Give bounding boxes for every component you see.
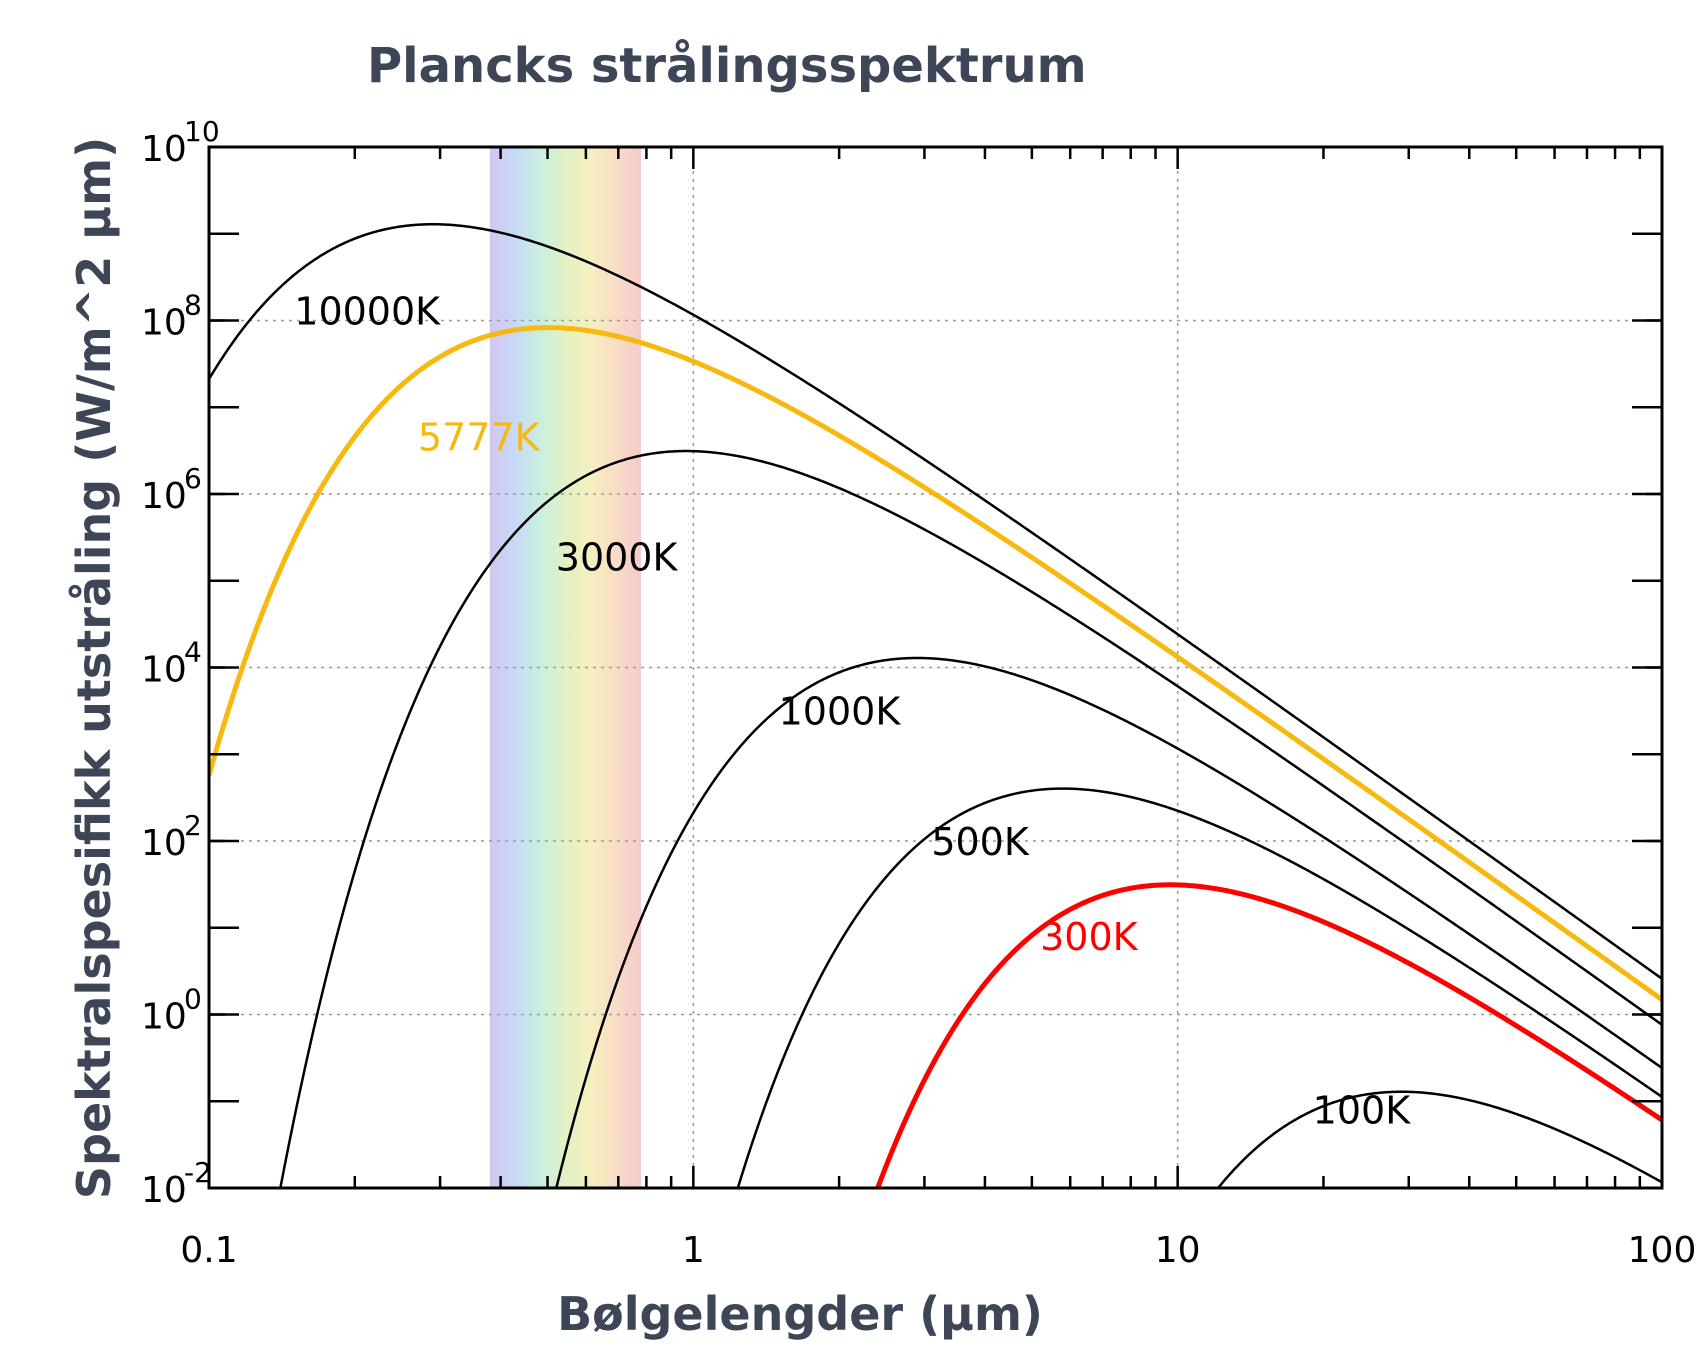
y-tick-label-base: 10: [141, 650, 187, 691]
curve-500K: [736, 787, 1662, 1188]
x-tick-label: 100: [1628, 1230, 1697, 1271]
curve-3000K: [279, 449, 1662, 1188]
y-tick-label: 100: [141, 983, 202, 1038]
y-axis-label: Spektralspesifikk utstråling (W/m^2 μm): [67, 137, 121, 1199]
series-label: 3000K: [556, 536, 679, 580]
y-tick-label-base: 10: [141, 476, 187, 517]
y-tick-label-exponent: 6: [184, 462, 202, 495]
curve-5777K: [209, 325, 1662, 1002]
y-tick-label: 108: [141, 289, 202, 344]
x-tick-label: 0.1: [180, 1230, 237, 1271]
curve-1000K: [555, 656, 1662, 1188]
y-tick-label-exponent: 0: [184, 983, 202, 1016]
series-label: 100K: [1313, 1089, 1412, 1133]
y-tick-label-exponent: 4: [184, 636, 202, 669]
curve-100K: [1216, 1090, 1662, 1188]
curves: [209, 223, 1662, 1188]
y-tick-label-exponent: 10: [184, 115, 220, 148]
series-label: 5777K: [418, 416, 541, 460]
y-tick-label: 102: [141, 809, 202, 864]
y-tick-label-exponent: -2: [184, 1156, 212, 1189]
y-tick-label-base: 10: [141, 997, 187, 1038]
series-label: 500K: [931, 820, 1030, 864]
x-tick-label: 10: [1155, 1230, 1201, 1271]
grid: [209, 147, 1662, 1188]
series-label: 1000K: [779, 689, 902, 733]
series-labels: 10000K 5777K 3000K 1000K 500K 300K 100K: [294, 290, 1411, 1133]
y-tick-label-exponent: 8: [184, 289, 202, 322]
y-tick-label-base: 10: [141, 303, 187, 344]
y-tick-label: 10-2: [141, 1156, 212, 1211]
x-tick-label: 1: [682, 1230, 705, 1271]
series-label: 10000K: [294, 290, 441, 334]
y-tick-label: 106: [141, 462, 202, 517]
x-tick-labels: 0.1 1 10 100: [180, 1230, 1696, 1271]
y-tick-label-exponent: 2: [184, 809, 202, 842]
x-axis-label: Bølgelengder (μm): [557, 1287, 1043, 1341]
y-tick-label-base: 10: [141, 1170, 187, 1211]
y-tick-label-base: 10: [141, 129, 187, 170]
plot-frame: [207, 145, 1664, 1190]
chart-title: Plancks strålingsspektrum: [367, 38, 1087, 94]
y-tick-label: 104: [141, 636, 202, 691]
curve-10000K: [209, 223, 1662, 980]
curve-300K: [875, 882, 1662, 1188]
y-tick-label-base: 10: [141, 823, 187, 864]
series-label: 300K: [1040, 915, 1139, 959]
